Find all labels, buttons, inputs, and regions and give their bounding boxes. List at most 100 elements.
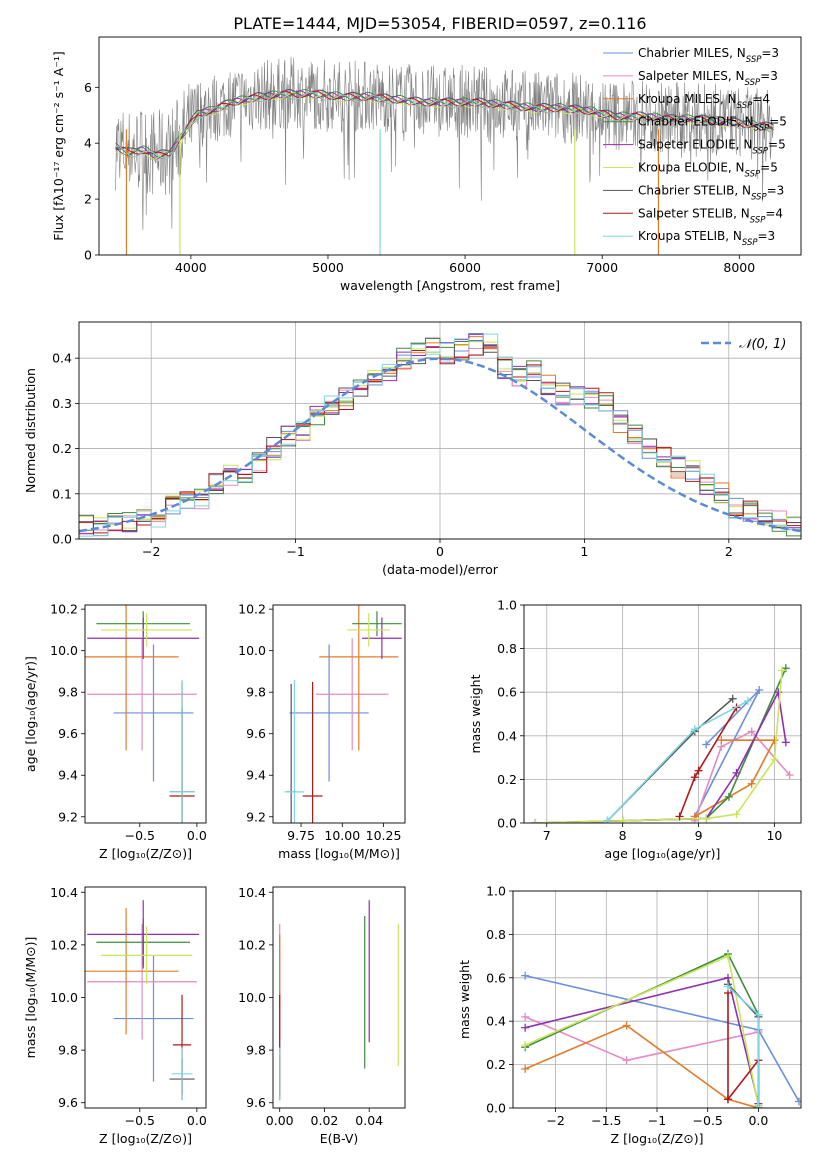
legend-label: Chabrier STELIB, NSSP=3 — [638, 183, 784, 202]
x-tick-label: 8000 — [723, 260, 755, 275]
x-tick-label: −2 — [546, 1113, 564, 1128]
series-line-salpeter-miles — [694, 730, 791, 822]
legend-label-sub: SSP — [746, 55, 762, 65]
spectrum-axes: 4000 5000 6000 7000 8000 0 2 4 6 wavelength [Angs… — [51, 51, 755, 293]
series-line-salpeter-stelib — [678, 707, 738, 817]
y-tick-label: 0 — [84, 248, 92, 263]
x-tick-label: 6000 — [449, 260, 481, 275]
spectrum-plot — [115, 56, 774, 255]
x-tick-label: 0.04 — [355, 1113, 383, 1128]
y-tick-label: 0.1 — [52, 486, 72, 501]
legend-label-main: Chabrier ELODIE, N — [638, 115, 754, 129]
y-tick-label: 9.8 — [58, 685, 78, 700]
y-tick-label: 0.0 — [486, 1101, 506, 1116]
mass_vs_z-frame — [84, 886, 207, 1109]
y-axis-label: Normed distribution — [23, 368, 38, 493]
model-spectrum-line-7 — [115, 90, 774, 157]
legend-label: Salpeter STELIB, NSSP=4 — [638, 206, 783, 225]
spectrum-frame — [98, 36, 802, 256]
y-tick-label: 9.2 — [246, 809, 266, 824]
series-line-kroupa-elodie — [535, 670, 783, 823]
x-tick-label: 0 — [436, 544, 444, 559]
histogram-salpeter-stelib — [79, 346, 801, 534]
y-tick-label: 0.8 — [486, 927, 506, 942]
legend-label-sub: SSP — [750, 215, 766, 225]
y-tick-label: 0.4 — [486, 1014, 506, 1029]
legend-label-main: Chabrier STELIB, N — [638, 183, 751, 197]
model-spectrum-line-5 — [115, 91, 774, 160]
x-tick-label: 10.00 — [324, 828, 360, 843]
x-axis-label: mass [log₁₀(M/M⊙)] — [278, 846, 400, 861]
legend-label-sub: SSP — [751, 192, 767, 202]
legend-label: Kroupa STELIB, NSSP=3 — [638, 229, 775, 248]
legend-label-tail: =5 — [760, 161, 778, 175]
x-tick-label: −1.5 — [591, 1113, 621, 1128]
x-tick-label: −2 — [142, 544, 160, 559]
x-tick-label: 0.0 — [187, 1113, 207, 1128]
mass_vs_ebv-frame — [272, 886, 406, 1109]
legend-label: Kroupa ELODIE, NSSP=5 — [638, 161, 778, 180]
x-axis-label: wavelength [Angstrom, rest frame] — [340, 278, 560, 293]
y-tick-label: 0.0 — [497, 816, 517, 831]
y-tick-label: 10.2 — [50, 937, 78, 952]
gaussian-curve — [79, 357, 801, 533]
series-line-chabrier-elodie — [535, 667, 787, 823]
y-tick-label: 4 — [84, 136, 92, 151]
age_vs_mass-axes: 9.75 10.00 10.25 9.2 9.4 9.6 9.8 10.0 10.2 mass [… — [238, 602, 401, 861]
legend-label-sub: SSP — [745, 78, 761, 88]
massweight_vs_z-axes: −2 −1.5 −1 −0.5 0.0 0.0 0.2 0.4 0.6 0.8 1.0 Z [log₁… — [457, 884, 801, 1146]
x-tick-label: −0.5 — [693, 1113, 723, 1128]
y-tick-label: 9.4 — [58, 768, 78, 783]
legend-label-sub: SSP — [742, 238, 758, 248]
y-tick-label: 10.0 — [238, 990, 266, 1005]
y-tick-label: 0.2 — [486, 1057, 506, 1072]
model-spectrum-line-8 — [115, 91, 774, 159]
legend-label-sub: SSP — [745, 170, 761, 180]
y-tick-label: 10.2 — [238, 602, 266, 617]
y-tick-label: 9.2 — [58, 809, 78, 824]
y-tick-label: 9.6 — [58, 1095, 78, 1110]
age_vs_mass-frame — [272, 604, 406, 824]
legend-label-main: Salpeter MILES, N — [638, 69, 745, 83]
x-tick-label: 4000 — [175, 260, 207, 275]
legend-label-tail: =3 — [758, 229, 776, 243]
gaussian-legend-label: 𝒩(0, 1) — [739, 337, 786, 352]
legend-label: Salpeter MILES, NSSP=3 — [638, 69, 778, 88]
x-tick-label: 9.75 — [287, 828, 315, 843]
massweight_vs_age-frame — [523, 604, 802, 824]
y-tick-label: 0.2 — [52, 441, 72, 456]
y-tick-label: 9.6 — [58, 726, 78, 741]
legend-label-main: Kroupa MILES, N — [638, 92, 737, 106]
legend-label-main: Kroupa ELODIE, N — [638, 161, 745, 175]
mass_vs_z-plot — [85, 900, 200, 1101]
y-tick-label: 9.8 — [58, 1043, 78, 1058]
x-tick-label: 10 — [766, 828, 782, 843]
x-axis-label: Z [log₁₀(Z/Z⊙)] — [611, 1131, 704, 1146]
x-tick-label: −0.5 — [125, 1113, 155, 1128]
age_vs_mass-plot — [284, 605, 402, 823]
y-tick-label: 0.6 — [497, 685, 517, 700]
age_vs_z-plot — [85, 605, 200, 823]
x-tick-label: 0.00 — [266, 1113, 294, 1128]
legend-label: Chabrier ELODIE, NSSP=5 — [638, 115, 787, 134]
x-tick-label: 7 — [543, 828, 551, 843]
x-tick-label: 0.0 — [748, 1113, 768, 1128]
x-axis-label: age [log₁₀(age/yr)] — [605, 846, 721, 861]
legend-label-sub: SSP — [754, 124, 770, 134]
mass_vs_ebv-plot — [279, 900, 399, 1101]
legend-label: Salpeter ELODIE, NSSP=5 — [638, 138, 786, 157]
legend-label-sub: SSP — [752, 147, 768, 157]
series-line-chabrier-stelib — [606, 698, 734, 822]
x-tick-label: 0.0 — [187, 828, 207, 843]
y-tick-label: 10.2 — [238, 937, 266, 952]
series-line-salpeter-elodie — [525, 976, 760, 1104]
y-tick-label: 10.0 — [50, 990, 78, 1005]
legend-label-main: Salpeter ELODIE, N — [638, 138, 752, 152]
x-tick-label: 5000 — [312, 260, 344, 275]
mass_vs_ebv-axes: 0.00 0.02 0.04 9.6 9.8 10.0 10.2 10.4 E(B-V) — [238, 885, 383, 1146]
legend-label-tail: =4 — [765, 206, 783, 220]
x-tick-label: 8 — [619, 828, 627, 843]
y-tick-label: 10.4 — [238, 885, 266, 900]
